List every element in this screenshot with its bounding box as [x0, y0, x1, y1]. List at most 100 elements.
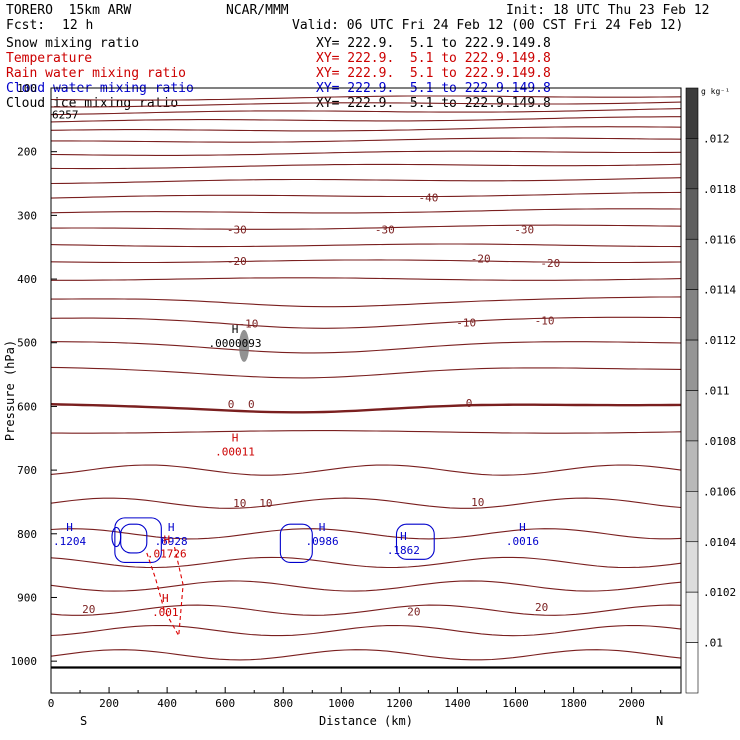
- y-tick-label: 200: [17, 146, 37, 159]
- temperature-contours: [50, 95, 682, 669]
- extremum-marker: H: [66, 521, 73, 534]
- temperature-isoline: [50, 604, 682, 616]
- temperature-isoline: [50, 243, 682, 248]
- extremum-marker: H: [162, 592, 169, 605]
- extremum-value: .01726: [147, 548, 187, 561]
- cloud-water-contour: [111, 526, 122, 548]
- temperature-isoline: [50, 316, 682, 329]
- field-xy-rain: XY= 222.9. 5.1 to 222.9.149.8: [316, 66, 551, 81]
- temperature-isoline: [50, 649, 682, 661]
- x-tick-label: 1200: [386, 697, 413, 710]
- cloud-water-contour: [120, 523, 148, 554]
- temperature-isoline: [50, 150, 682, 156]
- extremum-value: .1862: [387, 544, 420, 557]
- x-tick-label: 800: [273, 697, 293, 710]
- temperature-isoline: [50, 95, 682, 101]
- model-title: TORERO 15km ARW: [6, 3, 132, 18]
- temperature-isoline: [50, 191, 682, 199]
- plot-frame: [50, 87, 682, 694]
- field-xy-temperature: XY= 222.9. 5.1 to 222.9.149.8: [316, 51, 551, 66]
- colorbar-label: .011: [703, 385, 730, 398]
- temperature-isoline: [51, 137, 682, 143]
- y-tick-label: 1000: [11, 655, 38, 668]
- temperature-isoline: [50, 624, 682, 637]
- extrema-markers: H.0000093H.00011H.1204H.6928H.01726H.001…: [53, 323, 539, 619]
- org-label: NCAR/MMM: [226, 3, 289, 18]
- temperature-isoline: [50, 163, 682, 170]
- field-name-temperature: Temperature: [6, 51, 93, 66]
- south-end-label: S: [80, 714, 87, 728]
- temperature-isoline: [51, 430, 682, 434]
- x-tick-label: 1800: [560, 697, 587, 710]
- field-name-snow: Snow mixing ratio: [6, 36, 140, 51]
- temperature-isoline: [51, 224, 682, 230]
- temperature-isoline: [50, 126, 682, 132]
- colorbar-segment: [685, 339, 699, 391]
- fcst-label: Fcst:: [6, 18, 46, 33]
- contour-label: -10: [535, 314, 555, 327]
- x-axis: 0 200 400 600 800 1000 1200 1400 1600 1800 2000: [48, 687, 662, 710]
- temperature-isoline: [51, 277, 682, 281]
- field-xy-snow: XY= 222.9. 5.1 to 222.9.149.8: [316, 36, 551, 51]
- extremum-value: .001: [152, 606, 179, 619]
- colorbar-label: .0114: [703, 284, 736, 297]
- x-tick-label: 400: [157, 697, 177, 710]
- contour-label: 0: [228, 398, 235, 411]
- colorbar-label: .0108: [703, 435, 736, 448]
- colorbar-segment: [685, 138, 699, 190]
- y-tick-label: 900: [17, 591, 37, 604]
- y-axis-label: Pressure (hPa): [3, 340, 17, 441]
- colorbar-segment: [685, 390, 699, 442]
- y-tick-label: 500: [17, 337, 37, 350]
- contour-label: -30: [514, 223, 534, 236]
- temperature-isoline: [50, 259, 682, 264]
- temperature-isoline: [50, 528, 682, 540]
- extremum-value: .0986: [306, 535, 339, 548]
- colorbar-label: .01: [703, 637, 723, 650]
- temperature-isoline: [50, 497, 682, 509]
- temperature-isoline: [50, 208, 682, 214]
- extremum-marker: H: [400, 530, 407, 543]
- extremum-value: .0016: [506, 535, 539, 548]
- colorbar-label: .0118: [703, 183, 736, 196]
- contour-label: 0: [466, 397, 473, 410]
- temperature-isoline: [50, 403, 682, 414]
- temperature-isoline: [50, 116, 681, 123]
- extremum-value: .0000093: [209, 337, 262, 350]
- colorbar-segment: [685, 289, 699, 341]
- colorbar-segment: [685, 440, 699, 492]
- contour-label: -20: [540, 257, 560, 270]
- contour-label: 10: [233, 497, 246, 510]
- y-tick-label: 800: [17, 528, 37, 541]
- colorbar-segment: [685, 87, 699, 139]
- colorbar-label: .0116: [703, 233, 736, 246]
- temperature-isoline: [50, 108, 682, 116]
- x-tick-label: 2000: [618, 697, 645, 710]
- contour-label: 10: [471, 496, 484, 509]
- extremum-marker: H: [232, 323, 239, 336]
- x-tick-label: 1000: [328, 697, 355, 710]
- colorbar: .012 .0118 .0116 .0114 .0112 .011 .0108 .0106 .0…: [685, 87, 736, 694]
- contour-label: 0: [248, 398, 255, 411]
- y-tick-label: 400: [17, 273, 37, 286]
- fcst-value: 12 h: [62, 18, 94, 33]
- x-tick-label: 0: [48, 697, 55, 710]
- colorbar-segment: [685, 491, 699, 543]
- snow-mixing-ratio-shading: [239, 329, 250, 362]
- colorbar-segment: [685, 591, 699, 643]
- init-time: Init: 18 UTC Thu 23 Feb 12: [506, 3, 710, 18]
- x-tick-label: 600: [215, 697, 235, 710]
- rain-water-contours: [146, 546, 184, 638]
- temperature-isoline: [50, 366, 682, 379]
- y-tick-label: 300: [17, 209, 37, 222]
- valid-time: Valid: 06 UTC Fri 24 Feb 12 (00 CST Fri …: [292, 18, 684, 33]
- temperature-isoline: [51, 341, 682, 354]
- colorbar-segment: [685, 188, 699, 240]
- contour-label: 20: [82, 603, 95, 616]
- colorbar-segment: [685, 238, 699, 290]
- colorbar-label: .0112: [703, 334, 736, 347]
- temperature-isoline: [50, 464, 682, 476]
- field-name-rain: Rain water mixing ratio: [6, 66, 187, 81]
- temperature-contour-labels: -40-30 -30 -30-20 -20 -20-10 -10 -100 0 010 10 102…: [82, 192, 560, 619]
